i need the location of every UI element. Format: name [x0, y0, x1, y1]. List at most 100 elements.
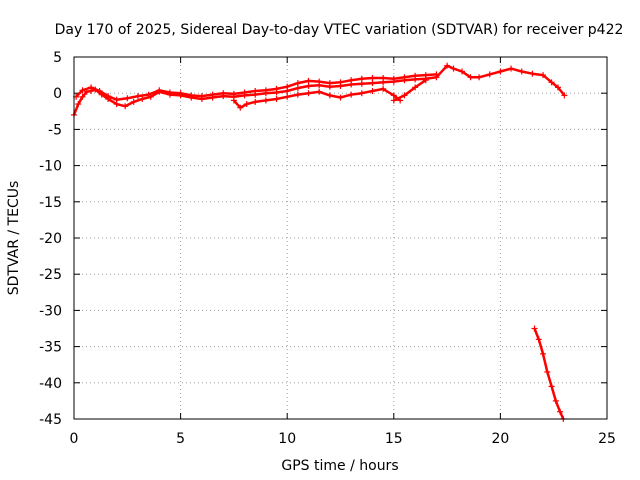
data-point — [531, 325, 538, 332]
y-tick-label: -40 — [39, 376, 62, 392]
data-point — [459, 68, 466, 75]
data-point — [316, 78, 323, 85]
y-tick-label: -35 — [39, 340, 62, 356]
y-tick-label: -25 — [39, 267, 62, 283]
data-point — [540, 350, 547, 357]
data-point — [75, 101, 82, 108]
x-tick-label: 20 — [491, 431, 509, 447]
grid-lines — [74, 57, 607, 419]
data-point — [305, 77, 312, 84]
data-point — [422, 72, 429, 79]
data-point — [535, 336, 542, 343]
data-point — [230, 90, 237, 97]
data-point — [358, 90, 365, 97]
data-point — [390, 75, 397, 82]
data-point — [294, 85, 301, 92]
data-point — [130, 98, 137, 105]
data-point — [284, 93, 291, 100]
data-point — [561, 92, 568, 99]
data-point — [188, 92, 195, 99]
data-point — [467, 74, 474, 81]
data-point — [294, 80, 301, 87]
y-tick-label: -5 — [48, 122, 62, 138]
data-point — [252, 88, 259, 95]
data-point — [369, 80, 376, 87]
data-point — [508, 65, 515, 72]
data-point — [237, 104, 244, 111]
data-point — [390, 92, 397, 99]
data-point — [305, 82, 312, 89]
data-point — [557, 408, 564, 415]
data-point — [348, 91, 355, 98]
data-point — [444, 62, 451, 69]
plot-frame — [73, 56, 608, 420]
data-point — [552, 397, 559, 404]
x-axis-label: GPS time / hours — [281, 458, 398, 474]
data-point — [139, 95, 146, 102]
data-point — [243, 101, 250, 108]
data-point — [113, 96, 120, 103]
data-point — [529, 70, 536, 77]
y-tick-labels: 5 0 -5 -10 -15 -20 -25 -30 -35 -40 -45 — [39, 50, 62, 428]
data-point — [358, 75, 365, 82]
data-point — [337, 94, 344, 101]
data-point — [450, 65, 457, 72]
data-point — [337, 79, 344, 86]
data-point — [476, 74, 483, 81]
data-point — [497, 68, 504, 75]
data-point — [134, 93, 141, 100]
data-point — [401, 92, 408, 99]
data-point — [209, 91, 216, 98]
data-point — [273, 85, 280, 92]
y-tick-label: 0 — [53, 86, 62, 102]
data-point — [166, 89, 173, 96]
data-point — [198, 93, 205, 100]
data-point — [554, 84, 561, 91]
data-point — [348, 77, 355, 84]
data-point — [79, 93, 86, 100]
series-descent — [533, 328, 565, 420]
data-point — [380, 74, 387, 81]
series-upswing — [393, 79, 427, 102]
x-tick-labels: 0 5 10 15 20 25 — [70, 431, 616, 447]
data-point — [540, 72, 547, 79]
data-point — [369, 74, 376, 81]
data-point — [79, 87, 86, 94]
data-point — [284, 83, 291, 90]
data-point — [177, 90, 184, 97]
data-point — [380, 85, 387, 92]
data-point — [433, 71, 440, 78]
y-tick-label: -10 — [39, 159, 62, 175]
axis-ticks — [73, 56, 608, 420]
data-point — [305, 90, 312, 97]
y-tick-label: -45 — [39, 412, 62, 428]
data-point — [412, 72, 419, 79]
y-tick-label: -15 — [39, 195, 62, 211]
data-point — [262, 97, 269, 104]
y-tick-label: -20 — [39, 231, 62, 247]
data-point — [390, 97, 397, 104]
data-point — [518, 68, 525, 75]
data-point — [326, 80, 333, 87]
data-point — [252, 98, 259, 105]
data-point — [122, 103, 129, 110]
data-point — [124, 95, 131, 102]
data-point — [145, 91, 152, 98]
x-tick-label: 0 — [70, 431, 79, 447]
data-point — [294, 91, 301, 98]
data-point — [220, 90, 227, 97]
data-point — [105, 93, 112, 100]
y-tick-label: 5 — [53, 50, 62, 66]
data-point — [156, 87, 163, 94]
data-point — [273, 95, 280, 102]
x-tick-label: 25 — [598, 431, 616, 447]
data-point — [422, 77, 429, 84]
data-point — [544, 368, 551, 375]
chart-title: Day 170 of 2025, Sidereal Day-to-day VTE… — [55, 22, 624, 38]
x-tick-label: 10 — [278, 431, 296, 447]
data-point — [316, 88, 323, 95]
data-point — [401, 74, 408, 81]
y-axis-label: SDTVAR / TECUs — [6, 181, 22, 296]
x-tick-label: 5 — [176, 431, 185, 447]
data-point — [369, 88, 376, 95]
